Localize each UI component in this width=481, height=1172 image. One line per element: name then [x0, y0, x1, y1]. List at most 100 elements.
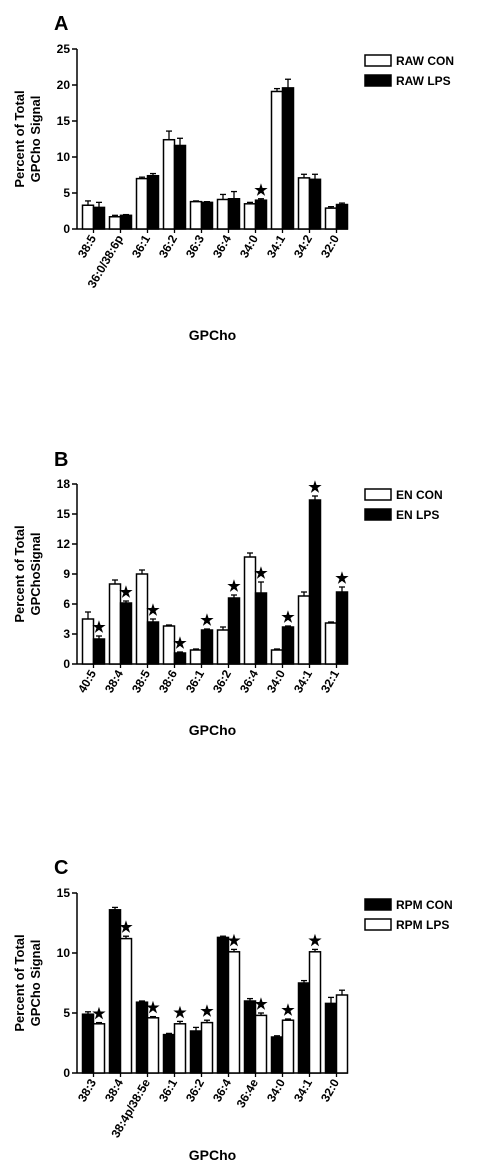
- y-tick-label: 3: [63, 627, 70, 641]
- bar: [92, 1023, 106, 1074]
- bar: [200, 629, 214, 665]
- bar: [189, 1030, 203, 1074]
- x-tick-label: 36:2: [156, 232, 180, 260]
- bar: [81, 1013, 95, 1074]
- y-axis-label: GPCho Signal: [28, 940, 43, 1027]
- y-tick-label: 5: [63, 186, 70, 200]
- bar: [189, 649, 203, 665]
- bar: [146, 174, 160, 230]
- y-axis-label: GPChoSignal: [28, 532, 43, 615]
- y-tick-label: 12: [57, 537, 71, 551]
- x-tick-label: 34:0: [264, 667, 288, 695]
- bar: [135, 177, 149, 230]
- bar: [335, 994, 349, 1074]
- legend-label: EN CON: [396, 488, 443, 502]
- panel-letter: A: [54, 13, 68, 35]
- y-tick-label: 18: [57, 477, 71, 491]
- bar: [308, 499, 322, 665]
- panel-letter: B: [54, 449, 68, 471]
- x-tick-label: 34:1: [291, 1076, 315, 1104]
- bar: [243, 203, 257, 230]
- x-tick-label: 32:1: [318, 667, 342, 695]
- bar: [162, 625, 176, 665]
- significance-star: ★: [173, 635, 187, 652]
- significance-star: ★: [227, 578, 241, 595]
- bar: [108, 216, 122, 230]
- x-tick-label: 38:5: [129, 667, 153, 695]
- x-tick-label: 34:0: [237, 232, 261, 260]
- bar: [254, 199, 268, 230]
- bar: [335, 203, 349, 230]
- x-tick-label: 32:0: [318, 232, 342, 260]
- legend-swatch: [364, 898, 392, 911]
- legend-label: RPM CON: [396, 898, 453, 912]
- bar: [308, 951, 322, 1074]
- y-tick-label: 15: [57, 886, 71, 900]
- x-tick-label: 36:1: [156, 1076, 180, 1104]
- bar: [227, 597, 241, 665]
- bar: [227, 951, 241, 1074]
- bar: [119, 214, 133, 230]
- bar: [189, 200, 203, 230]
- y-tick-label: 6: [63, 597, 70, 611]
- significance-star: ★: [200, 612, 214, 629]
- y-tick-label: 20: [57, 78, 71, 92]
- significance-star: ★: [146, 602, 160, 619]
- bar: [270, 1036, 284, 1074]
- y-tick-label: 9: [63, 567, 70, 581]
- legend-label: EN LPS: [396, 508, 439, 522]
- bar: [308, 178, 322, 230]
- bar: [216, 936, 230, 1074]
- legend-swatch: [364, 488, 392, 501]
- significance-star: ★: [119, 584, 133, 601]
- significance-star: ★: [119, 919, 133, 936]
- legend-label: RAW CON: [396, 54, 454, 68]
- significance-star: ★: [254, 182, 268, 199]
- y-tick-label: 0: [63, 1066, 70, 1080]
- bar: [227, 198, 241, 230]
- x-tick-label: 36:2: [183, 1076, 207, 1104]
- bar: [216, 198, 230, 230]
- y-tick-label: 10: [57, 150, 71, 164]
- y-axis-label: Percent of Total: [12, 934, 27, 1031]
- significance-star: ★: [281, 609, 295, 626]
- bar: [146, 1017, 160, 1074]
- significance-star: ★: [281, 1002, 295, 1019]
- y-tick-label: 0: [63, 657, 70, 671]
- bar: [81, 204, 95, 230]
- x-tick-label: 38:6: [156, 667, 180, 695]
- x-tick-label: 36:4: [210, 1076, 234, 1104]
- x-tick-label: 38:4: [102, 1076, 126, 1104]
- bar: [324, 207, 338, 230]
- significance-star: ★: [254, 565, 268, 582]
- x-tick-label: 34:0: [264, 1076, 288, 1104]
- legend-label: RPM LPS: [396, 918, 449, 932]
- y-axis-label: GPCho Signal: [28, 96, 43, 183]
- y-tick-label: 25: [57, 42, 71, 56]
- y-tick-label: 10: [57, 946, 71, 960]
- x-tick-label: 38:4: [102, 667, 126, 695]
- legend-label: RAW LPS: [396, 74, 451, 88]
- x-tick-label: 36:2: [210, 667, 234, 695]
- x-tick-label: 36:4: [210, 232, 234, 260]
- x-tick-label: 36:1: [183, 667, 207, 695]
- bar: [200, 1021, 214, 1074]
- x-tick-label: 36:4: [237, 667, 261, 695]
- bar: [173, 1023, 187, 1074]
- bar: [119, 602, 133, 665]
- y-tick-label: 15: [57, 114, 71, 128]
- bar: [162, 1033, 176, 1074]
- legend-swatch: [364, 918, 392, 931]
- significance-star: ★: [92, 1006, 106, 1023]
- significance-star: ★: [227, 932, 241, 949]
- bar: [200, 201, 214, 230]
- bar: [135, 573, 149, 665]
- significance-star: ★: [173, 1004, 187, 1021]
- significance-star: ★: [335, 570, 349, 587]
- significance-star: ★: [146, 1000, 160, 1017]
- x-tick-label: 36:4e: [234, 1076, 262, 1110]
- x-tick-label: 32:0: [318, 1076, 342, 1104]
- y-tick-label: 5: [63, 1006, 70, 1020]
- bar: [297, 177, 311, 230]
- bar: [216, 629, 230, 665]
